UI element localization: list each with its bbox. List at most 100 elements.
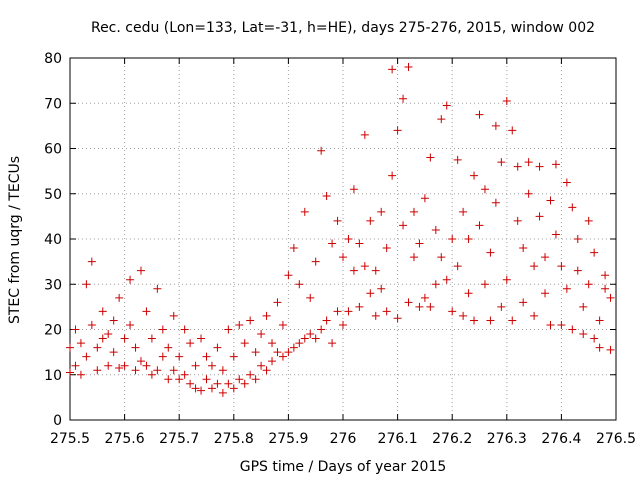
data-point (147, 334, 156, 343)
data-point (557, 262, 566, 271)
data-point (349, 185, 358, 194)
data-point (497, 302, 506, 311)
data-point (175, 375, 184, 384)
x-tick-label: 276.2 (432, 431, 472, 447)
data-point (207, 361, 216, 370)
y-tick-label: 30 (44, 277, 62, 293)
data-point (409, 253, 418, 262)
data-point (491, 121, 500, 130)
data-point (448, 307, 457, 316)
data-point (409, 207, 418, 216)
data-point (246, 370, 255, 379)
data-point (459, 311, 468, 320)
data-point (278, 352, 287, 361)
data-point (202, 375, 211, 384)
data-point (251, 375, 260, 384)
data-point (136, 357, 145, 366)
data-point (284, 348, 293, 357)
data-point (246, 316, 255, 325)
data-point (415, 239, 424, 248)
data-point (333, 216, 342, 225)
data-point (366, 216, 375, 225)
data-point (224, 325, 233, 334)
data-point (431, 280, 440, 289)
x-tick-label: 275.9 (268, 431, 308, 447)
data-points (66, 63, 615, 397)
data-point (197, 386, 206, 395)
x-tick-label: 275.5 (50, 431, 90, 447)
data-point (426, 302, 435, 311)
data-point (519, 244, 528, 253)
data-point (464, 289, 473, 298)
data-point (530, 262, 539, 271)
y-tick-label: 10 (44, 368, 62, 384)
x-tick-label: 275.7 (159, 431, 199, 447)
data-point (546, 196, 555, 205)
data-point (66, 343, 74, 352)
data-point (360, 262, 369, 271)
data-point (131, 366, 140, 375)
data-point (186, 379, 195, 388)
data-point (202, 352, 211, 361)
data-point (169, 366, 178, 375)
data-point (404, 63, 413, 72)
x-tick-label: 276.3 (487, 431, 527, 447)
data-point (382, 307, 391, 316)
data-point (235, 320, 244, 329)
data-point (229, 384, 238, 393)
data-point (300, 334, 309, 343)
data-point (235, 375, 244, 384)
data-point (371, 266, 380, 275)
data-point (535, 162, 544, 171)
data-point (322, 316, 331, 325)
data-point (339, 320, 347, 329)
data-point (120, 334, 129, 343)
data-point (147, 370, 156, 379)
data-point (71, 325, 80, 334)
data-point (568, 325, 577, 334)
data-point (120, 361, 129, 370)
data-point (475, 221, 484, 230)
y-tick-label: 40 (44, 232, 62, 248)
data-point (158, 352, 167, 361)
data-point (437, 115, 446, 124)
data-point (311, 257, 320, 266)
y-tick-label: 50 (44, 187, 62, 203)
data-point (306, 293, 315, 302)
data-point (257, 330, 266, 339)
data-point (551, 230, 560, 239)
data-point (519, 298, 528, 307)
y-tick-label: 80 (44, 51, 62, 67)
data-point (229, 352, 238, 361)
y-tick-label: 70 (44, 96, 62, 112)
data-point (420, 194, 429, 203)
data-point (295, 280, 304, 289)
data-point (377, 284, 386, 293)
data-point (491, 198, 500, 207)
data-point (295, 339, 304, 348)
data-point (524, 189, 533, 198)
data-point (142, 361, 151, 370)
data-point (300, 207, 309, 216)
data-point (480, 280, 489, 289)
data-point (218, 366, 227, 375)
data-point (158, 325, 167, 334)
data-point (584, 216, 593, 225)
data-point (475, 110, 484, 119)
data-point (311, 334, 320, 343)
data-point (497, 158, 506, 167)
data-point (306, 330, 315, 339)
data-point (606, 293, 615, 302)
data-point (366, 289, 375, 298)
data-point (82, 352, 91, 361)
data-point (262, 311, 271, 320)
data-point (355, 239, 364, 248)
data-point (191, 384, 200, 393)
data-point (551, 160, 560, 169)
data-point (404, 298, 413, 307)
data-point (486, 248, 495, 257)
data-point (93, 366, 102, 375)
data-point (595, 343, 604, 352)
data-point (601, 284, 610, 293)
